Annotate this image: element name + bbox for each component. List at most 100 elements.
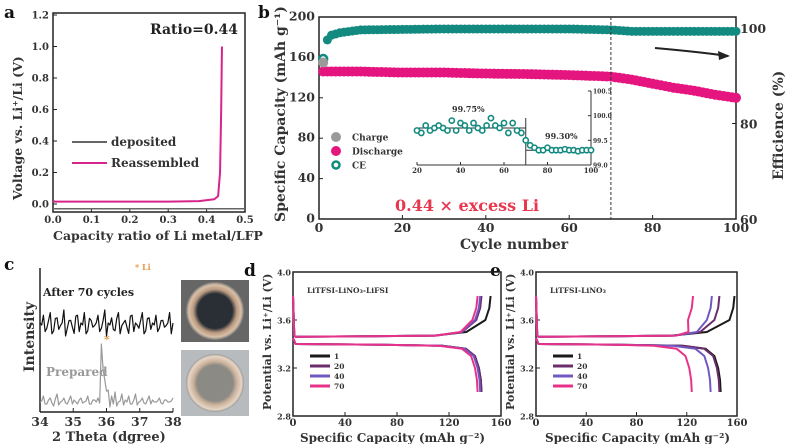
y-tick-label: 0.6 (32, 105, 49, 116)
y-tick-label: 2.8 (277, 412, 291, 422)
y-tick-label: 3.6 (520, 316, 534, 326)
legend-label: deposited (111, 135, 177, 149)
x-axis-label: Capacity ratio of Li metal/LFP (53, 228, 264, 243)
series-reassembled (52, 46, 223, 203)
y-tick-label: 160 (289, 49, 315, 64)
x-tick-label: 80 (630, 418, 644, 429)
x-axis-label: Specific Capacity (mAh g⁻²) (300, 431, 485, 444)
inset-label: 99.75% (452, 104, 485, 114)
inset-ce-marker (483, 122, 490, 129)
x-tick-label: 35 (65, 414, 82, 429)
y-tick-label: 1.0 (32, 42, 49, 53)
inset-ce-marker (500, 119, 508, 127)
y2-tick-label: 100 (740, 21, 766, 36)
x-tick-label: 20 (394, 220, 412, 235)
x-axis-label: Cycle number (460, 237, 569, 253)
discharge-curve-cycle-70 (535, 337, 693, 393)
x-tick-label: 0.1 (83, 215, 100, 226)
series-label-prepared: Prepared (46, 365, 108, 379)
y-tick-label: 40 (298, 170, 316, 185)
legend-label-ce: CE (352, 162, 366, 172)
inset-x-tick-label: 100 (584, 166, 599, 175)
panel-label-a: a (4, 3, 15, 23)
y-tick-label: 120 (289, 89, 315, 104)
series-label-after: After 70 cycles (42, 286, 134, 299)
inset-ce-marker (518, 129, 525, 137)
chart-d: Specific Capacity (mAh g⁻²) Potential vs… (261, 268, 511, 444)
annotation: Ratio=0.44 (150, 22, 238, 38)
y-tick-label: 0.8 (32, 74, 49, 85)
x-tick-label: 40 (477, 220, 495, 235)
electrode-disc (186, 354, 244, 412)
inset-y-tick-label: 100.5 (593, 89, 612, 96)
ce-marker (731, 26, 741, 36)
arrow-right-icon (654, 47, 729, 57)
chart-title: LiTFSI-LiNO₃ (550, 286, 606, 295)
li-peak-marker: * (104, 333, 110, 346)
y2-axis-label: Efficience (%) (771, 71, 787, 180)
inset-x-tick-label: 60 (499, 166, 509, 175)
inset-x-tick-label: 40 (456, 166, 466, 175)
panel-label-d: d (244, 261, 256, 281)
y2-tick-label: 60 (740, 212, 758, 227)
y-tick-label: 4.0 (277, 268, 291, 278)
y-tick-label: 3.6 (277, 316, 291, 326)
x-tick-label: 37 (131, 414, 148, 429)
x-axis-label: 2 Theta (dgree) (52, 430, 166, 444)
charge-curve-cycle-70 (535, 295, 695, 338)
y-tick-label: 0 (306, 211, 315, 226)
electrode-disc (186, 282, 244, 340)
y-tick-label: 200 (289, 9, 315, 24)
inset-y-tick-label: 99.0 (593, 163, 608, 170)
inset-ce-marker (444, 127, 451, 134)
charge-curve-cycle-70 (292, 295, 479, 338)
chart-e: Specific Capacity (mAh g⁻²) Potential vs… (504, 268, 747, 444)
chart-title: LiTFSI-LiNO₃-LiFSI (307, 286, 389, 295)
inset-ce-marker (448, 117, 456, 124)
legend-label-discharge: Discharge (352, 148, 403, 158)
y-tick-label: 1.2 (32, 11, 49, 22)
x-tick-label: 40 (338, 418, 352, 429)
legend-marker-charge (331, 132, 341, 142)
legend-label-charge: Charge (352, 134, 389, 144)
inset-ce-marker (509, 119, 517, 127)
inset-ce-marker (496, 124, 504, 132)
x-tick-label: 80 (390, 418, 404, 429)
inset-y-tick-label: 99.5 (593, 138, 608, 145)
x-axis-label: Specific Capacity (mAh g⁻²) (545, 431, 730, 444)
y2-tick-label: 80 (740, 116, 758, 131)
x-tick-label: 0 (315, 220, 324, 235)
x-tick-label: 0.4 (198, 215, 215, 226)
x-tick-label: 0 (533, 418, 540, 429)
inset-y-tick-label: 100.0 (593, 113, 612, 120)
x-tick-label: 0.2 (121, 215, 138, 226)
y-tick-label: 0.2 (32, 168, 49, 179)
x-tick-label: 0.5 (236, 215, 253, 226)
x-tick-label: 160 (727, 418, 748, 429)
y-axis-label: Intensity (22, 301, 38, 372)
charge-curve-cycle-1 (535, 295, 736, 338)
charge-marker (318, 57, 329, 68)
x-tick-label: 120 (439, 418, 460, 429)
inset-ce-marker (422, 122, 430, 129)
legend-label: Reassembled (111, 156, 200, 170)
x-tick-label: 60 (560, 220, 578, 235)
legend-label: 20 (577, 362, 587, 371)
x-tick-label: 36 (98, 414, 116, 429)
y-axis-label: Potential vs. Li⁺/Li (V) (261, 274, 274, 410)
inset-x-tick-label: 20 (412, 166, 422, 175)
x-tick-label: 100 (723, 220, 749, 235)
inset-ce-marker (470, 119, 477, 127)
charge-curve-cycle-20 (292, 295, 483, 338)
discharge-marker (731, 92, 741, 103)
charge-curve-cycle-40 (535, 295, 713, 338)
legend-label: 1 (334, 352, 339, 361)
charge-curve-cycle-40 (292, 295, 482, 338)
legend-label: 20 (334, 362, 344, 371)
y-tick-label: 0.4 (32, 137, 49, 148)
y-tick-label: 80 (298, 130, 316, 145)
plot-frame (318, 16, 737, 220)
series-after-70-cycles (39, 309, 174, 337)
legend-label: 1 (577, 352, 582, 361)
